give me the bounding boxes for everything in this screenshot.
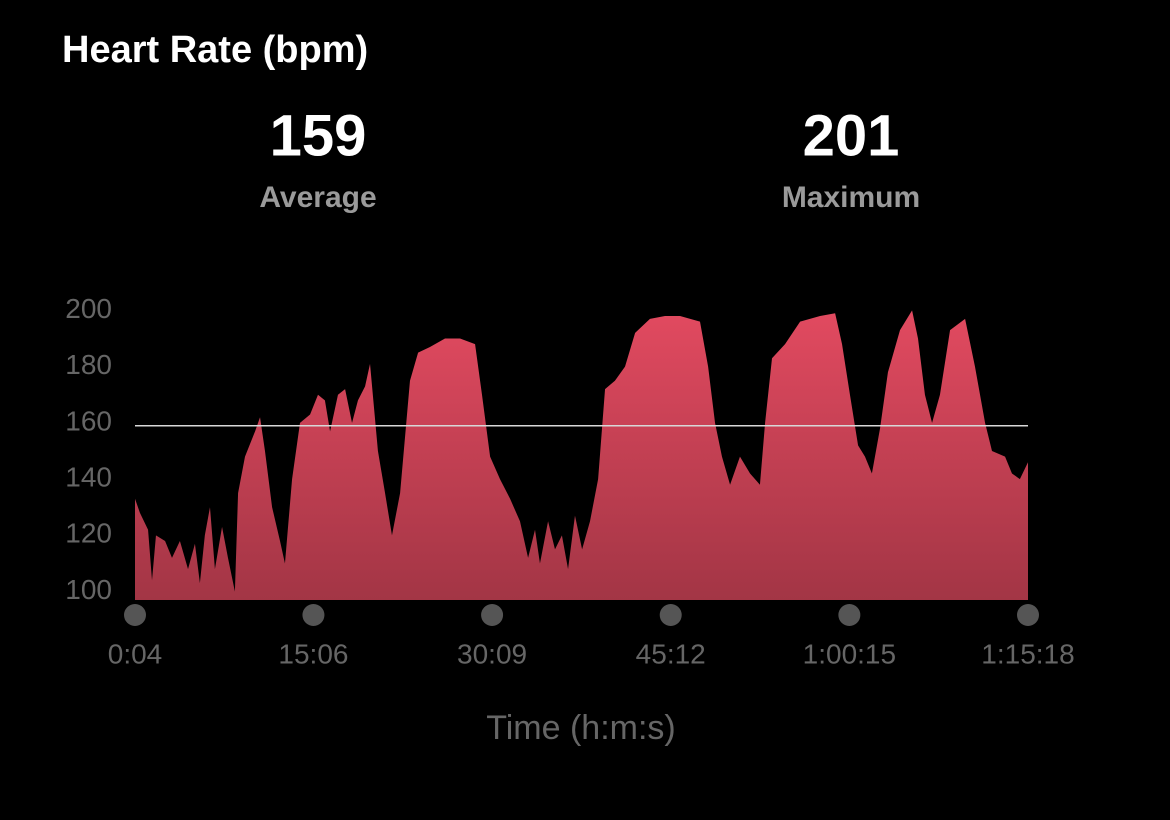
x-tick-dot — [838, 604, 861, 626]
chart-title: Heart Rate (bpm) — [62, 29, 368, 71]
x-tick-dot — [124, 604, 146, 626]
y-tick-label: 120 — [65, 518, 112, 549]
x-tick-label: 15:06 — [278, 638, 348, 669]
x-tick-dot — [481, 604, 504, 626]
stat-label: Average — [259, 181, 376, 214]
y-tick-label: 160 — [65, 405, 112, 436]
heart-rate-area — [135, 310, 1028, 600]
y-tick-label: 200 — [65, 293, 112, 324]
x-tick-dot — [302, 604, 325, 626]
x-tick-dot — [659, 604, 682, 626]
y-tick-label: 140 — [65, 462, 112, 493]
y-tick-label: 180 — [65, 349, 112, 380]
stat-value: 201 — [803, 103, 900, 168]
x-tick-label: 1:15:18 — [981, 638, 1074, 669]
x-axis-label: Time (h:m:s) — [486, 709, 676, 747]
y-tick-label: 100 — [65, 574, 112, 605]
x-tick-dot — [1017, 604, 1039, 626]
x-tick-label: 30:09 — [457, 638, 527, 669]
stat-label: Maximum — [782, 181, 920, 214]
stat-value: 159 — [270, 103, 367, 168]
x-tick-label: 45:12 — [636, 638, 706, 669]
x-tick-label: 1:00:15 — [803, 638, 896, 669]
x-tick-label: 0:04 — [108, 638, 163, 669]
